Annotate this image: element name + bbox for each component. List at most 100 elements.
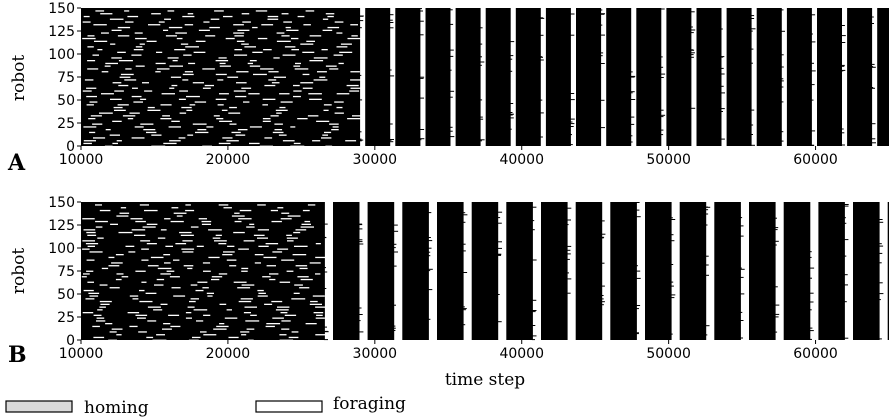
homing-dash — [179, 231, 192, 234]
homing-dash — [240, 298, 253, 300]
y-tick-label: 0 — [66, 333, 75, 349]
panel-b-y-ticks: 0 25 50 75 100 125 150 — [48, 195, 81, 349]
homing-dash — [170, 76, 182, 78]
homing-dash — [158, 21, 165, 23]
homing-dash — [134, 234, 146, 236]
x-tick-label: 40000 — [499, 152, 544, 168]
homing-dash — [235, 134, 246, 136]
stripe-edge-mark — [630, 92, 633, 94]
stripe-edge-mark — [419, 76, 425, 78]
stripe-edge-mark — [878, 282, 883, 284]
homing-dash — [109, 18, 124, 20]
homing-dash — [295, 265, 308, 267]
homing-dash — [294, 68, 309, 70]
stripe-edge-mark — [600, 63, 605, 64]
stripe-edge-mark — [358, 241, 363, 243]
homing-dash — [82, 218, 95, 220]
stripe-edge-mark — [427, 251, 431, 253]
homing-dash — [99, 300, 112, 303]
stripe-edge-mark — [750, 30, 753, 32]
homing-dash — [218, 57, 227, 59]
homing-dash — [301, 223, 311, 225]
stripe-edge-mark — [509, 103, 514, 104]
homing-dash — [119, 76, 131, 78]
stripe-edge-mark — [630, 116, 635, 118]
stripe-edge-mark — [359, 138, 362, 140]
stripe-edge-mark — [462, 221, 466, 223]
sync-stripe — [359, 202, 368, 340]
homing-dash — [112, 82, 122, 84]
homing-dash — [82, 240, 95, 242]
legend-label-foraging: foraging — [333, 394, 406, 414]
stripe-edge-mark — [601, 220, 605, 222]
homing-dash — [233, 90, 246, 92]
homing-dash — [281, 212, 290, 214]
stripe-edge-mark — [720, 138, 725, 140]
homing-dash — [269, 273, 279, 275]
homing-dash — [226, 309, 232, 311]
sync-stripe — [324, 202, 333, 340]
stripe-edge-mark — [539, 59, 544, 61]
stripe-edge-mark — [750, 134, 753, 135]
homing-dash — [237, 287, 251, 289]
stripe-edge-mark — [389, 139, 392, 141]
stripe-edge-mark — [509, 70, 513, 72]
homing-dash — [187, 13, 194, 15]
homing-dash — [147, 109, 161, 111]
homing-dash — [347, 118, 361, 120]
homing-dash — [128, 251, 136, 253]
x-tick-label: 10000 — [59, 152, 104, 168]
stripe-edge-mark — [566, 245, 572, 247]
homing-dash — [97, 237, 104, 239]
homing-dash — [153, 309, 163, 311]
homing-dash — [195, 289, 204, 292]
stripe-edge-mark — [539, 112, 544, 114]
stripe-edge-mark — [509, 41, 515, 43]
homing-dash — [171, 287, 181, 289]
y-tick-label: 50 — [57, 93, 75, 109]
y-tick-label: 25 — [57, 310, 75, 326]
homing-dash — [179, 112, 187, 114]
homing-dash — [104, 145, 113, 147]
stripe-edge-mark — [670, 281, 674, 283]
homing-dash — [245, 320, 260, 322]
homing-dash — [95, 220, 108, 223]
stripe-edge-mark — [393, 327, 396, 329]
stripe-edge-mark — [670, 264, 674, 265]
homing-dash — [166, 270, 175, 272]
homing-dash — [208, 229, 222, 231]
homing-dash — [181, 248, 195, 250]
homing-dash — [139, 300, 153, 303]
legend-swatch-homing — [5, 400, 73, 413]
homing-dash — [323, 109, 329, 111]
homing-dash — [340, 43, 352, 45]
homing-dash — [208, 256, 220, 259]
homing-dash — [241, 270, 248, 272]
homing-dash — [227, 245, 235, 247]
stripe-edge-mark — [462, 309, 466, 311]
homing-dash — [287, 215, 301, 217]
sync-stripe — [360, 8, 366, 146]
homing-dash — [171, 84, 178, 87]
stripe-edge-mark — [809, 327, 813, 329]
homing-dash — [189, 104, 196, 106]
stripe-edge-mark — [660, 109, 664, 111]
homing-dash — [291, 331, 299, 333]
homing-dash — [115, 254, 124, 256]
homing-dash — [125, 21, 134, 23]
homing-dash — [174, 49, 186, 51]
stripe-edge-mark — [720, 67, 724, 69]
stripe-edge-mark — [810, 70, 816, 72]
homing-dash — [261, 24, 274, 26]
stripe-edge-mark — [871, 23, 874, 24]
y-tick-label: 100 — [48, 241, 75, 257]
stripe-edge-mark — [509, 117, 514, 119]
stripe-edge-mark — [841, 132, 845, 134]
homing-dash — [281, 13, 289, 15]
stripe-edge-mark — [841, 69, 846, 71]
stripe-edge-mark — [810, 41, 816, 43]
stripe-edge-mark — [531, 325, 536, 326]
stripe-edge-mark — [497, 321, 502, 323]
stripe-edge-mark — [841, 128, 844, 130]
homing-dash — [161, 93, 175, 95]
